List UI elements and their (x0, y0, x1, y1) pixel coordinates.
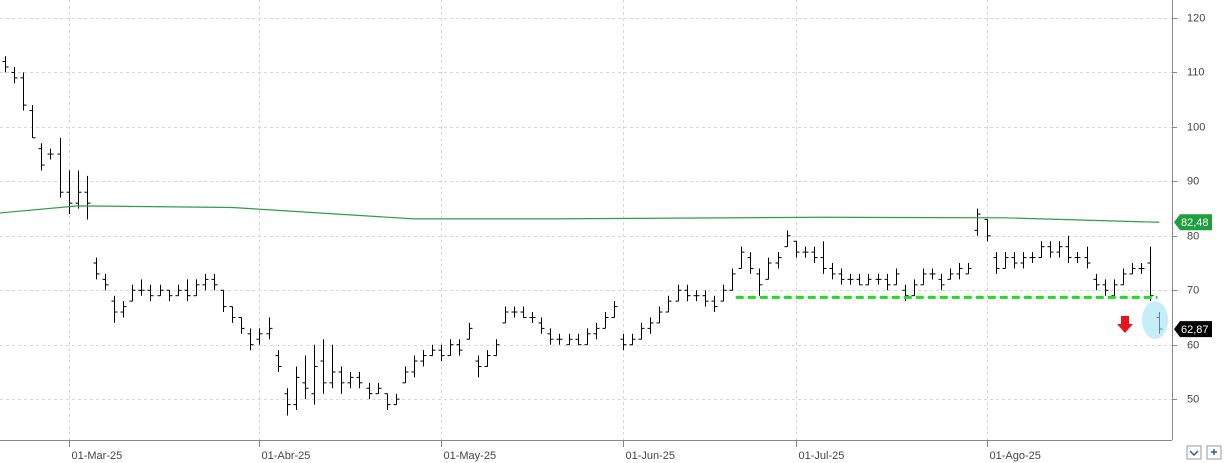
axis: 50 60 70 80 90 100 110 120 01-Mar-25 01-Abr-25 01-… (69, 12, 1212, 462)
plot (0, 56, 1163, 416)
y-tick-label: 50 (1187, 393, 1199, 405)
price-tag-label: 82,48 (1181, 217, 1209, 229)
x-tick-label: 01-Jul-25 (799, 450, 845, 462)
x-tick-label: 01-May-25 (444, 450, 497, 462)
icon (1211, 449, 1217, 455)
y-tick-label: 70 (1187, 284, 1199, 296)
y-tick-label: 60 (1187, 339, 1199, 351)
price-tag-label: 62,87 (1181, 324, 1209, 336)
moving-average (0, 205, 1160, 223)
price-tag (1174, 214, 1212, 231)
x-tick-label: 01-Abr-25 (262, 450, 311, 462)
down-arrow (1117, 316, 1133, 333)
x-tick-label: 01-Ago-25 (990, 450, 1041, 462)
y-tick-label: 100 (1187, 121, 1205, 133)
x-tick-label: 01-Jun-25 (626, 450, 676, 462)
grid (0, 0, 1172, 440)
y-tick-label: 120 (1187, 12, 1205, 24)
y-tick-label: 80 (1187, 230, 1199, 242)
scroll-button[interactable] (1186, 445, 1202, 460)
highlight (1142, 301, 1168, 339)
y-tick-label: 90 (1187, 175, 1199, 187)
x-tick-label: 01-Mar-25 (72, 450, 123, 462)
icon (1189, 450, 1199, 457)
price-tag (1174, 321, 1212, 338)
y-tick-label: 110 (1187, 66, 1205, 78)
